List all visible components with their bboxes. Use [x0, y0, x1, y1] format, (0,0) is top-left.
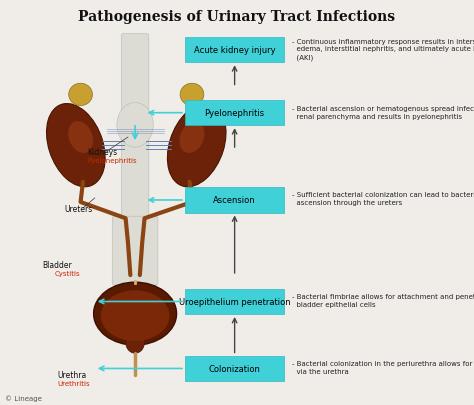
- FancyBboxPatch shape: [112, 217, 158, 286]
- Ellipse shape: [180, 84, 204, 106]
- FancyBboxPatch shape: [121, 34, 149, 221]
- Text: - Bacterial ascension or hematogenous spread infects the
  renal parenchyma and : - Bacterial ascension or hematogenous sp…: [292, 106, 474, 119]
- Text: Ureters: Ureters: [64, 204, 92, 213]
- Ellipse shape: [68, 122, 93, 153]
- Ellipse shape: [117, 103, 153, 148]
- Text: Cystitis: Cystitis: [55, 271, 80, 276]
- FancyBboxPatch shape: [185, 38, 284, 63]
- Ellipse shape: [180, 122, 204, 153]
- Text: Kidneys: Kidneys: [88, 147, 118, 156]
- Text: © Lineage: © Lineage: [5, 394, 42, 401]
- Ellipse shape: [69, 84, 92, 106]
- Ellipse shape: [100, 291, 169, 341]
- Text: Pathogenesis of Urinary Tract Infections: Pathogenesis of Urinary Tract Infections: [78, 10, 396, 24]
- Text: - Sufficient bacterial colonization can lead to bacterial
  ascension through th: - Sufficient bacterial colonization can …: [292, 192, 474, 205]
- Text: Acute kidney injury: Acute kidney injury: [194, 46, 275, 55]
- Ellipse shape: [167, 104, 226, 188]
- Ellipse shape: [46, 104, 105, 188]
- Text: Bladder: Bladder: [43, 261, 73, 270]
- Text: - Continuous inflammatory response results in interstitial
  edema, interstitial: - Continuous inflammatory response resul…: [292, 38, 474, 60]
- Text: - Bacterial fimbriae allows for attachment and penetration of
  bladder epitheli: - Bacterial fimbriae allows for attachme…: [292, 294, 474, 307]
- Text: Pyelonephritis: Pyelonephritis: [205, 109, 264, 118]
- Ellipse shape: [93, 283, 176, 345]
- Text: Ascension: Ascension: [213, 196, 256, 205]
- Text: Urethritis: Urethritis: [57, 380, 90, 386]
- FancyBboxPatch shape: [185, 188, 284, 213]
- FancyBboxPatch shape: [185, 356, 284, 381]
- Text: Urethra: Urethra: [57, 370, 86, 379]
- Text: Colonization: Colonization: [209, 364, 261, 373]
- Text: - Bacterial colonization in the periurethra allows for ascension
  via the ureth: - Bacterial colonization in the periuret…: [292, 360, 474, 374]
- FancyBboxPatch shape: [185, 289, 284, 314]
- FancyBboxPatch shape: [185, 101, 284, 126]
- Text: Uroepithelium penetration: Uroepithelium penetration: [179, 297, 291, 306]
- Ellipse shape: [126, 331, 145, 353]
- Text: Pyelonephritis: Pyelonephritis: [88, 158, 137, 164]
